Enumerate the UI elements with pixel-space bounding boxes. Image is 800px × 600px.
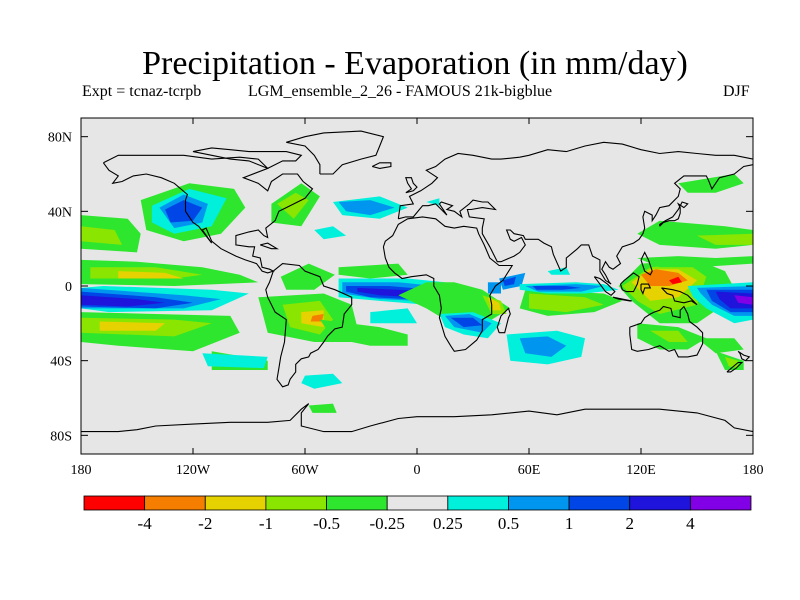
contour-region-62: [734, 295, 753, 305]
colorbar-swatch: [144, 495, 206, 511]
coastline-1: [265, 263, 353, 388]
contour-region-48: [519, 336, 567, 357]
colorbar-swatch: [689, 495, 752, 511]
colorbar-tick-label: 0.25: [433, 514, 463, 533]
coastline-2: [382, 216, 514, 352]
contour-region-40: [502, 276, 516, 286]
run-label: LGM_ensemble_2_26 - FAMOUS 21k-bigblue: [248, 83, 553, 100]
contour-region-54: [669, 276, 683, 285]
colorbar-tick-label: 2: [625, 514, 634, 533]
chart-title: Precipitation - Evaporation (in mm/day): [142, 45, 688, 82]
contour-region-11: [165, 200, 203, 223]
coastline-15: [640, 283, 652, 295]
y-tick-label: 40S: [50, 355, 72, 370]
contour-region-7: [99, 321, 165, 331]
x-tick-label: 180: [743, 463, 764, 478]
colorbar-swatch: [508, 495, 570, 511]
colorbar-swatch: [326, 495, 388, 511]
y-tick-label: 80S: [50, 429, 72, 444]
contour-region-43: [529, 293, 604, 313]
coastline-6: [629, 305, 704, 358]
coastline-5: [398, 164, 753, 285]
contour-region-20: [81, 295, 165, 307]
colorbar-tick-label: 1: [565, 514, 574, 533]
colorbar-swatch: [447, 495, 509, 511]
x-tick-label: 120E: [626, 463, 656, 478]
colorbar-tick-label: -2: [198, 514, 212, 533]
colorbar-swatch: [386, 495, 449, 511]
coastline-7: [81, 403, 753, 433]
coastline-4: [397, 141, 753, 219]
x-tick-label: 60W: [291, 463, 319, 478]
x-tick-label: 180: [71, 463, 92, 478]
coastline-21: [260, 242, 279, 250]
coastline-3: [496, 307, 511, 334]
coastline-14: [661, 287, 698, 306]
contour-region-25: [280, 263, 335, 290]
colorbar-tick-label: -0.25: [369, 514, 404, 533]
coastline-8: [286, 130, 385, 175]
y-axis: 80N 40N 0 40S 80S: [48, 131, 753, 444]
x-tick-label: 60E: [518, 463, 541, 478]
colorbar: -4 -2 -1 -0.5 -0.25 0.25 0.5 1 2 4: [83, 495, 752, 533]
contour-region-32: [319, 319, 408, 346]
coastline-13: [619, 272, 640, 293]
contour-region-71: [202, 353, 268, 369]
contour-region-61: [715, 291, 753, 309]
contour-region-24: [310, 314, 324, 322]
colorbar-swatch: [83, 495, 146, 511]
contour-region-65: [697, 338, 744, 354]
season-label: DJF: [723, 83, 750, 100]
coastline-12: [612, 296, 632, 302]
field-layer: [81, 174, 753, 413]
coastline-20: [640, 251, 653, 276]
contour-region-36: [450, 317, 483, 328]
colorbar-tick-label: -1: [259, 514, 273, 533]
contour-region-4: [118, 271, 184, 279]
contour-region-72: [308, 403, 337, 413]
coastline-11: [593, 276, 616, 297]
colorbar-swatch: [629, 495, 691, 511]
colorbar-tick-label: 4: [686, 514, 695, 533]
contour-region-1: [81, 226, 123, 245]
contour-region-68: [678, 174, 744, 193]
contour-region-56: [697, 233, 753, 245]
contour-region-13: [277, 192, 309, 219]
contour-region-57: [637, 256, 753, 268]
colorbar-swatch: [568, 495, 631, 511]
colorbar-tick-label: -4: [138, 514, 153, 533]
x-tick-label: 120W: [176, 463, 211, 478]
coastline-0: [102, 154, 314, 274]
coastline-layer: [81, 130, 753, 433]
experiment-label: Expt = tcnaz-tcrpb: [82, 83, 202, 100]
contour-region-16: [314, 226, 347, 240]
coastline-19: [371, 162, 392, 169]
colorbar-swatch: [265, 495, 327, 511]
x-tick-label: 0: [414, 463, 421, 478]
coastline-16: [726, 361, 744, 373]
y-tick-label: 0: [65, 280, 72, 295]
colorbar-swatch: [204, 495, 267, 511]
contour-region-26: [338, 263, 408, 279]
contour-region-33: [398, 282, 511, 320]
contour-region-70: [301, 373, 343, 389]
y-tick-label: 80N: [48, 131, 72, 146]
contour-region-46: [532, 286, 582, 290]
y-tick-label: 40N: [48, 205, 72, 220]
coastline-9: [192, 147, 303, 169]
colorbar-tick-label: -0.5: [313, 514, 340, 533]
coastline-18: [405, 177, 418, 194]
contour-region-15: [338, 200, 395, 216]
colorbar-tick-label: 0.5: [498, 514, 519, 533]
contour-region-31: [370, 308, 417, 324]
coastline-10: [659, 201, 689, 227]
contour-region-64: [650, 330, 688, 342]
x-axis: 180 120W 60W 0 60E 120E 180: [71, 118, 764, 478]
coastline-17: [737, 350, 751, 362]
